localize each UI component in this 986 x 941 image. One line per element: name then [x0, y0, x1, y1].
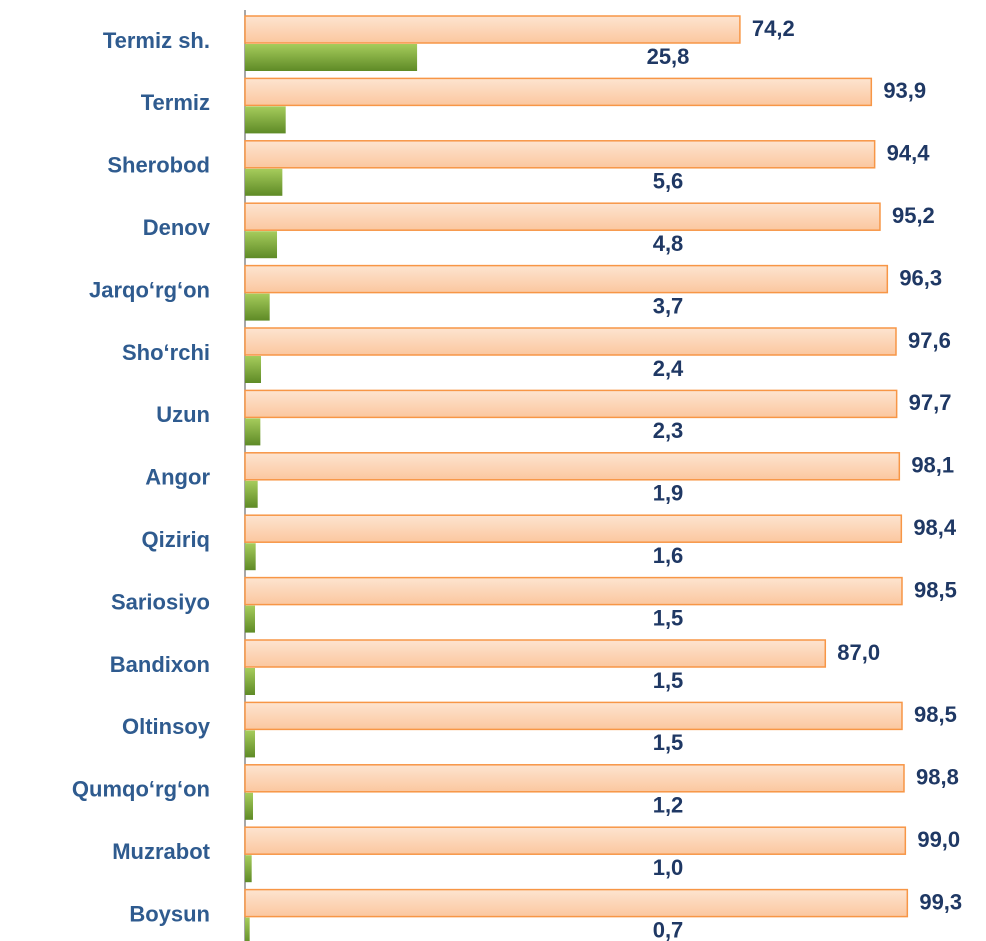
bar — [245, 480, 258, 508]
value-label: 1,5 — [653, 730, 684, 755]
bar — [244, 389, 898, 419]
value-label: 97,6 — [908, 328, 951, 353]
category-label: Oltinsoy — [122, 714, 211, 739]
bar — [245, 293, 270, 321]
bar — [245, 168, 283, 196]
bar — [245, 44, 418, 71]
bar — [244, 202, 881, 231]
bar — [244, 264, 889, 294]
value-label: 74,2 — [752, 16, 795, 41]
bar — [244, 701, 903, 731]
category-label: Angor — [145, 465, 210, 490]
category-label: Uzun — [156, 402, 210, 427]
bar — [245, 106, 286, 134]
bar — [244, 15, 741, 44]
value-label: 3,7 — [653, 293, 684, 318]
bar — [244, 77, 873, 107]
value-label: 4,8 — [653, 231, 684, 256]
value-label: 1,5 — [653, 605, 684, 630]
category-label: Sho‘rchi — [122, 340, 210, 365]
value-label: 87,0 — [837, 640, 880, 665]
bar — [244, 639, 827, 668]
category-label: Sariosiyo — [111, 589, 210, 614]
bar — [245, 605, 256, 633]
bar — [244, 888, 909, 918]
bar — [244, 576, 903, 606]
bar — [245, 543, 256, 571]
value-label: 0,7 — [653, 917, 684, 941]
category-label: Denov — [143, 215, 211, 240]
value-label: 94,4 — [887, 141, 931, 166]
bar — [245, 356, 262, 383]
category-label: Bandixon — [110, 652, 210, 677]
value-label: 98,1 — [911, 453, 954, 478]
category-label: Sherobod — [107, 153, 210, 178]
value-label: 95,2 — [892, 203, 935, 228]
bar — [244, 327, 897, 356]
value-label: 97,7 — [909, 390, 952, 415]
value-label: 25,8 — [647, 44, 690, 69]
bar — [244, 514, 903, 543]
bar — [245, 855, 252, 883]
value-label: 93,9 — [883, 78, 926, 103]
bar — [245, 792, 254, 820]
bar — [245, 418, 261, 446]
value-label: 1,0 — [653, 855, 684, 880]
bar — [244, 140, 876, 169]
bar — [245, 231, 278, 259]
category-label: Qiziriq — [142, 527, 210, 552]
value-label: 5,6 — [653, 169, 684, 194]
category-label: Termiz sh. — [103, 28, 210, 53]
value-label: 2,3 — [653, 418, 684, 443]
value-label: 1,5 — [653, 668, 684, 693]
value-label: 98,5 — [914, 577, 957, 602]
bar — [244, 452, 901, 481]
value-label: 98,5 — [914, 702, 957, 727]
bar — [244, 764, 905, 793]
bar — [245, 730, 256, 758]
value-label: 1,9 — [653, 481, 684, 506]
value-label: 99,3 — [919, 889, 962, 914]
value-label: 96,3 — [899, 265, 942, 290]
category-label: Termiz — [141, 90, 210, 115]
value-label: 98,4 — [913, 515, 957, 540]
value-label: 98,8 — [916, 765, 959, 790]
category-label: Boysun — [129, 901, 210, 926]
bar — [244, 826, 907, 855]
category-label: Muzrabot — [112, 839, 210, 864]
bar — [245, 668, 256, 695]
value-label: 2,4 — [653, 356, 684, 381]
bar — [245, 917, 250, 941]
category-label: Jarqo‘rg‘on — [89, 277, 210, 302]
value-label: 99,0 — [917, 827, 960, 852]
category-label: Qumqo‘rg‘on — [72, 777, 210, 802]
value-label: 1,6 — [653, 543, 684, 568]
value-label: 1,2 — [653, 793, 684, 818]
